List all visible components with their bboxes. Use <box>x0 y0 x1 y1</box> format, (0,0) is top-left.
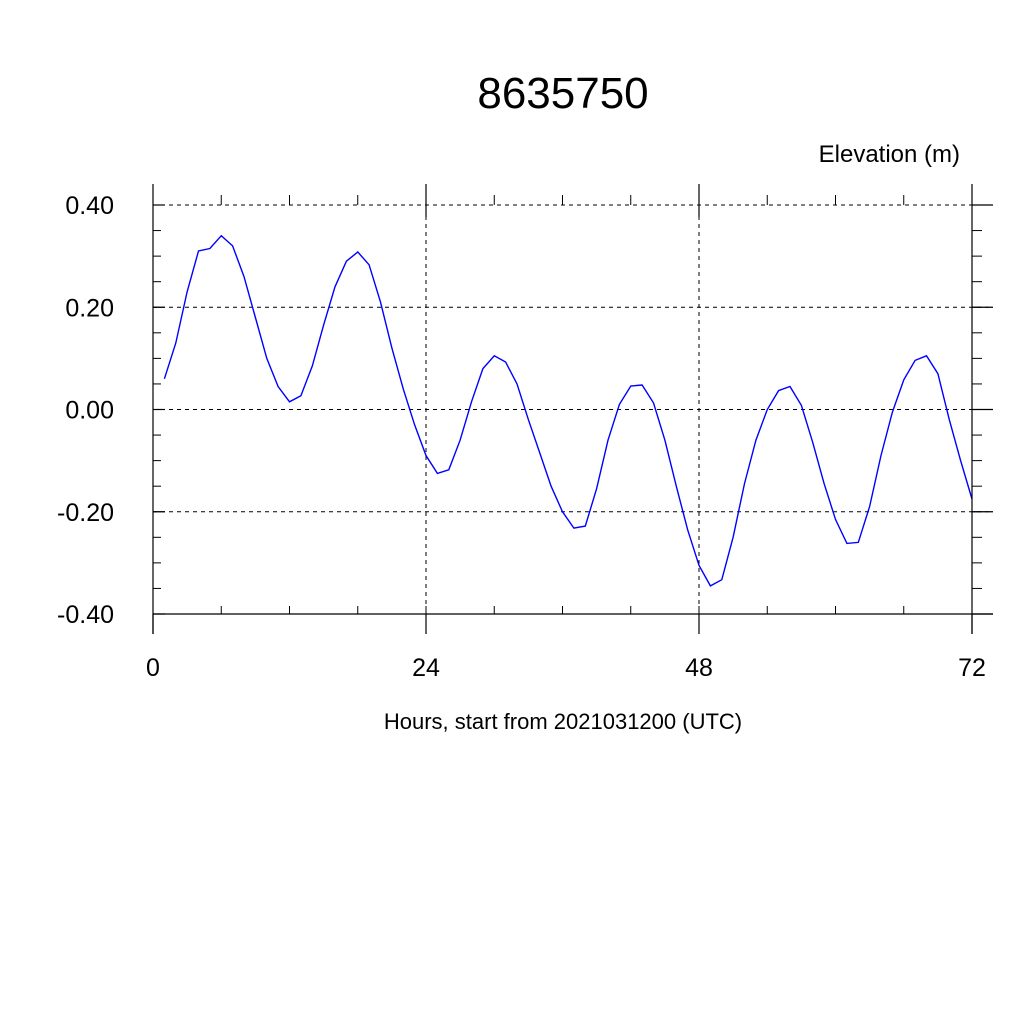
series-layer <box>163 234 973 587</box>
chart-title: 8635750 <box>477 69 648 118</box>
y-tick-label: 0.40 <box>65 192 114 220</box>
tick-labels-layer: -0.40 -0.20 0.00 0.20 0.40 0 24 48 72 <box>57 192 986 682</box>
x-tick-label: 48 <box>685 654 713 682</box>
grid-layer <box>152 184 993 634</box>
y-tick-label: 0.20 <box>65 294 114 322</box>
ticks-layer <box>152 195 993 634</box>
x-tick-label: 72 <box>958 654 986 682</box>
series-line <box>163 234 973 587</box>
x-axis-label: Hours, start from 2021031200 (UTC) <box>384 709 742 734</box>
frame-layer <box>152 184 993 634</box>
y-tick-label: -0.40 <box>57 601 114 629</box>
x-tick-label: 24 <box>412 654 440 682</box>
y-axis-label: Elevation (m) <box>819 141 960 168</box>
x-tick-label: 0 <box>146 654 160 682</box>
y-tick-label: 0.00 <box>65 397 114 425</box>
y-tick-label: -0.20 <box>57 499 114 527</box>
